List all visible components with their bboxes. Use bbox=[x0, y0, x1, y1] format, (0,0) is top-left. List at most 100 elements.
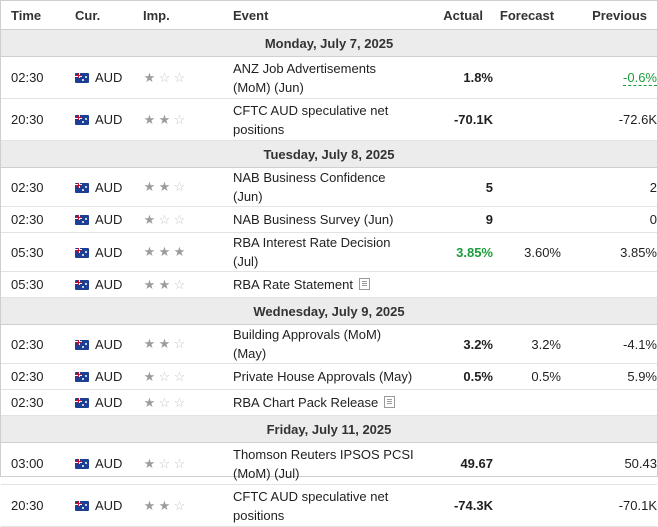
star-empty-icon: ☆ bbox=[173, 455, 188, 471]
previous-value: 50.43 bbox=[561, 442, 657, 485]
event-name-link[interactable]: RBA Chart Pack Release bbox=[233, 395, 379, 410]
currency-cell: AUD bbox=[65, 98, 133, 141]
star-empty-icon: ☆ bbox=[173, 179, 188, 194]
event-name-cell: ANZ Job Advertisements (MoM) (Jun) bbox=[223, 56, 417, 99]
star-filled-icon: ★ bbox=[143, 497, 158, 513]
previous-value: -72.6K bbox=[561, 98, 657, 141]
star-filled-icon: ★ bbox=[143, 368, 158, 384]
event-name-link[interactable]: Building Approvals (MoM) (May) bbox=[233, 327, 382, 361]
currency-cell: AUD bbox=[65, 363, 133, 390]
event-time: 03:00 bbox=[1, 442, 65, 485]
col-header-actual[interactable]: Actual bbox=[417, 1, 493, 30]
event-name-link[interactable]: ANZ Job Advertisements (MoM) (Jun) bbox=[233, 60, 377, 95]
star-filled-icon: ★ bbox=[173, 244, 188, 259]
actual-value: 5 bbox=[417, 167, 493, 207]
actual-value-text: 9 bbox=[485, 212, 493, 227]
event-row[interactable]: 02:30 AUD ★☆☆ RBA Chart Pack Release bbox=[1, 389, 657, 416]
forecast-value bbox=[493, 167, 561, 207]
event-name-link[interactable]: Thomson Reuters IPSOS PCSI (MoM) (Jul) bbox=[233, 446, 414, 481]
forecast-value bbox=[493, 271, 561, 298]
star-filled-icon: ★ bbox=[158, 336, 173, 351]
forecast-value: 3.60% bbox=[493, 232, 561, 272]
col-header-time[interactable]: Time bbox=[1, 1, 65, 30]
australia-flag-icon bbox=[75, 215, 89, 225]
australia-flag-icon bbox=[75, 459, 89, 469]
previous-value-text: 50.43 bbox=[624, 456, 657, 471]
event-time: 05:30 bbox=[1, 232, 65, 272]
document-icon[interactable] bbox=[358, 278, 370, 290]
actual-value: 1.8% bbox=[417, 56, 493, 99]
currency-cell: AUD bbox=[65, 324, 133, 364]
currency-cell: AUD bbox=[65, 232, 133, 272]
star-empty-icon: ☆ bbox=[173, 69, 188, 85]
star-filled-icon: ★ bbox=[143, 336, 158, 351]
star-empty-icon: ☆ bbox=[158, 69, 173, 85]
star-filled-icon: ★ bbox=[158, 111, 173, 127]
previous-value-text: 0 bbox=[649, 212, 657, 227]
day-label: Monday, July 7, 2025 bbox=[1, 29, 657, 57]
actual-value-text: 1.8% bbox=[463, 70, 493, 85]
event-row[interactable]: 20:30 AUD ★★☆ CFTC AUD speculative net posi… bbox=[1, 98, 657, 141]
event-name-link[interactable]: Private House Approvals (May) bbox=[233, 369, 413, 384]
previous-value-text: 5.9% bbox=[627, 369, 657, 384]
event-time: 05:30 bbox=[1, 271, 65, 298]
event-row[interactable]: 02:30 AUD ★☆☆ Private House Approvals (May)… bbox=[1, 363, 657, 390]
col-header-importance[interactable]: Imp. bbox=[133, 1, 223, 30]
day-label: Wednesday, July 9, 2025 bbox=[1, 297, 657, 325]
event-time: 20:30 bbox=[1, 484, 65, 527]
star-filled-icon: ★ bbox=[158, 244, 173, 259]
australia-flag-icon bbox=[75, 372, 89, 382]
star-empty-icon: ☆ bbox=[173, 368, 188, 384]
currency-code: AUD bbox=[95, 369, 123, 384]
event-name-link[interactable]: NAB Business Survey (Jun) bbox=[233, 212, 394, 227]
forecast-value bbox=[493, 389, 561, 416]
event-row[interactable]: 02:30 AUD ★☆☆ NAB Business Survey (Jun) 9 0 bbox=[1, 206, 657, 233]
header-row: Time Cur. Imp. Event Actual Forecast Pre… bbox=[1, 1, 657, 30]
col-header-event[interactable]: Event bbox=[223, 1, 417, 30]
previous-value-text: 3.85% bbox=[620, 244, 657, 260]
event-name-link[interactable]: CFTC AUD speculative net positions bbox=[233, 488, 389, 523]
event-name-link[interactable]: CFTC AUD speculative net positions bbox=[233, 102, 389, 137]
actual-value: 3.85% bbox=[417, 232, 493, 272]
event-name-cell: CFTC AUD speculative net positions bbox=[223, 484, 417, 527]
event-row[interactable]: 02:30 AUD ★☆☆ ANZ Job Advertisements (MoM) … bbox=[1, 56, 657, 99]
forecast-value bbox=[493, 56, 561, 99]
actual-value-text: 3.2% bbox=[463, 336, 493, 352]
event-time: 02:30 bbox=[1, 56, 65, 99]
previous-value: -0.6% bbox=[561, 56, 657, 99]
event-time: 02:30 bbox=[1, 363, 65, 390]
actual-value-text: -74.3K bbox=[453, 498, 493, 513]
event-row[interactable]: 02:30 AUD ★★☆ Building Approvals (MoM) (May… bbox=[1, 324, 657, 364]
actual-value: 0.5% bbox=[417, 363, 493, 390]
event-name-link[interactable]: RBA Interest Rate Decision (Jul) bbox=[233, 235, 391, 269]
star-empty-icon: ☆ bbox=[158, 368, 173, 384]
event-row[interactable]: 02:30 AUD ★★☆ NAB Business Confidence (Jun)… bbox=[1, 167, 657, 207]
previous-value-text: 2 bbox=[649, 179, 657, 195]
importance-stars: ★★★ bbox=[133, 232, 223, 272]
actual-value bbox=[417, 389, 493, 416]
event-name-link[interactable]: RBA Rate Statement bbox=[233, 277, 353, 292]
previous-value-text[interactable]: -0.6% bbox=[623, 70, 657, 86]
currency-cell: AUD bbox=[65, 271, 133, 298]
col-header-forecast[interactable]: Forecast bbox=[493, 1, 561, 30]
event-row[interactable]: 05:30 AUD ★★★ RBA Interest Rate Decision (J… bbox=[1, 232, 657, 272]
event-name-link[interactable]: NAB Business Confidence (Jun) bbox=[233, 170, 386, 204]
actual-value: 49.67 bbox=[417, 442, 493, 485]
day-label: Tuesday, July 8, 2025 bbox=[1, 140, 657, 168]
day-label: Friday, July 11, 2025 bbox=[1, 415, 657, 443]
document-icon[interactable] bbox=[384, 396, 396, 408]
currency-cell: AUD bbox=[65, 389, 133, 416]
previous-value: 3.85% bbox=[561, 232, 657, 272]
previous-value: 0 bbox=[561, 206, 657, 233]
importance-stars: ★☆☆ bbox=[133, 206, 223, 233]
previous-value: -4.1% bbox=[561, 324, 657, 364]
star-filled-icon: ★ bbox=[158, 276, 173, 292]
currency-code: AUD bbox=[95, 456, 123, 471]
col-header-previous[interactable]: Previous bbox=[561, 1, 657, 30]
col-header-currency[interactable]: Cur. bbox=[65, 1, 133, 30]
event-row[interactable]: 20:30 AUD ★★☆ CFTC AUD speculative net posi… bbox=[1, 484, 657, 527]
event-row[interactable]: 03:00 AUD ★☆☆ Thomson Reuters IPSOS PCSI (M… bbox=[1, 442, 657, 485]
event-row[interactable]: 05:30 AUD ★★☆ RBA Rate Statement bbox=[1, 271, 657, 298]
event-time: 02:30 bbox=[1, 167, 65, 207]
